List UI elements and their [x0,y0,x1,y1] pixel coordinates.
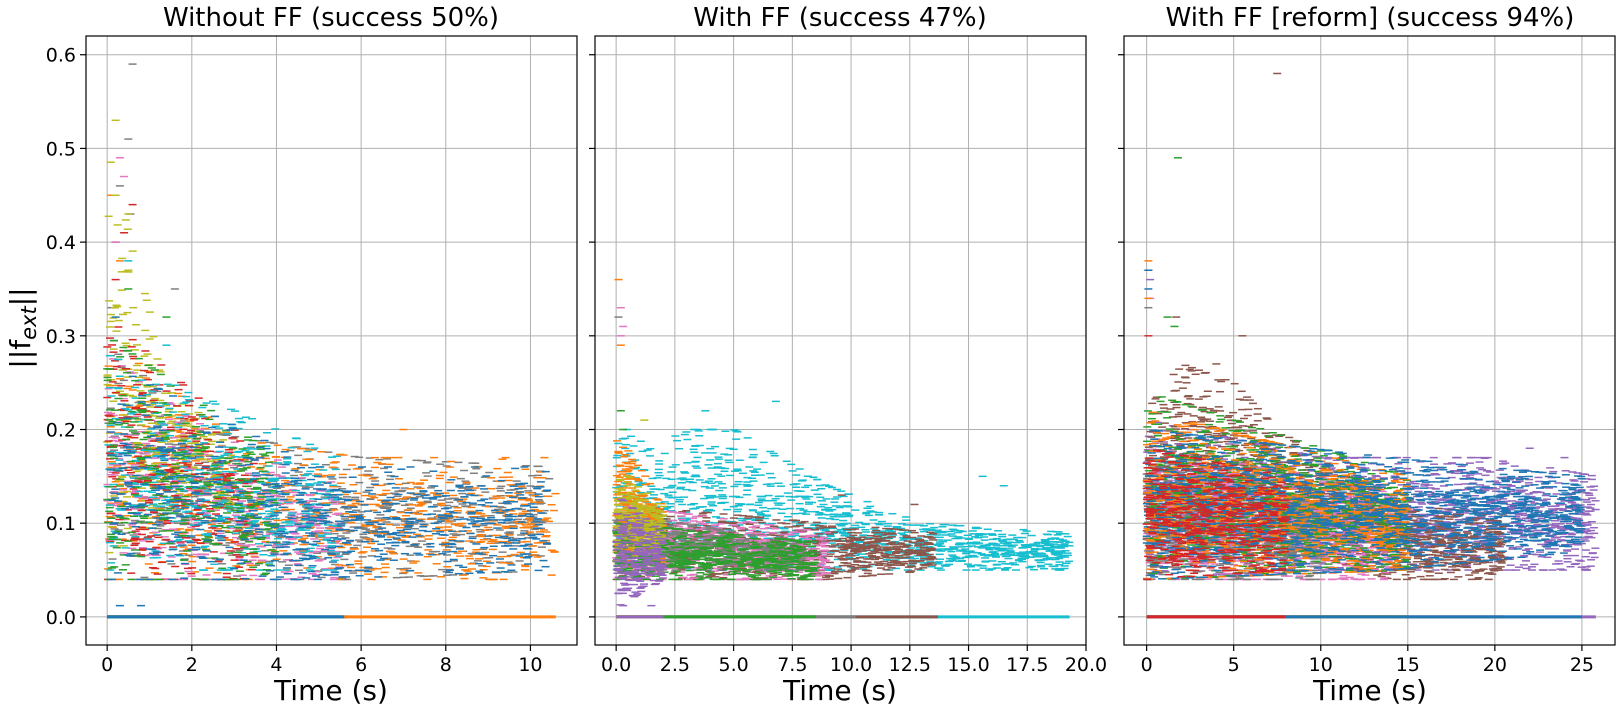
x-tick-label: 4 [270,654,282,676]
x-tick-label: 8 [440,654,452,676]
x-tick-label: 10 [518,654,542,676]
x-axis-label: Time (s) [273,674,388,707]
y-tick-label: 0.1 [46,513,76,535]
series-run-e [103,203,260,619]
data-marks [612,278,1074,619]
y-tick-label: 0.6 [46,45,76,67]
subplot-title: Without FF (success 50%) [163,3,499,33]
y-tick-label: 0.4 [46,232,76,254]
series-run-a [612,400,1074,619]
y-tick-label: 0.3 [46,326,76,348]
x-tick-label: 0 [101,654,113,676]
data-marks [103,63,560,619]
y-tick-label: 0.2 [46,420,76,442]
x-tick-label: 2 [186,654,198,676]
x-axis-label: Time (s) [782,674,897,707]
subplot-with-ff: With FF (success 47%) Time (s) 0.0 2.5 5.0… [589,3,1107,707]
series-run-h [106,316,552,619]
y-tick-label: 0.5 [46,138,76,160]
grid [86,36,577,645]
subplot-title: With FF (success 47%) [693,3,987,33]
y-axis-label: ||fext|| [4,287,41,368]
subplot-without-ff: Without FF (success 50%) Time (s) 0 2 4 6 8 1… [46,3,578,707]
x-tick-label: 6 [355,654,367,676]
axes-frame [85,35,578,646]
y-tick-label: 0.0 [46,607,76,629]
